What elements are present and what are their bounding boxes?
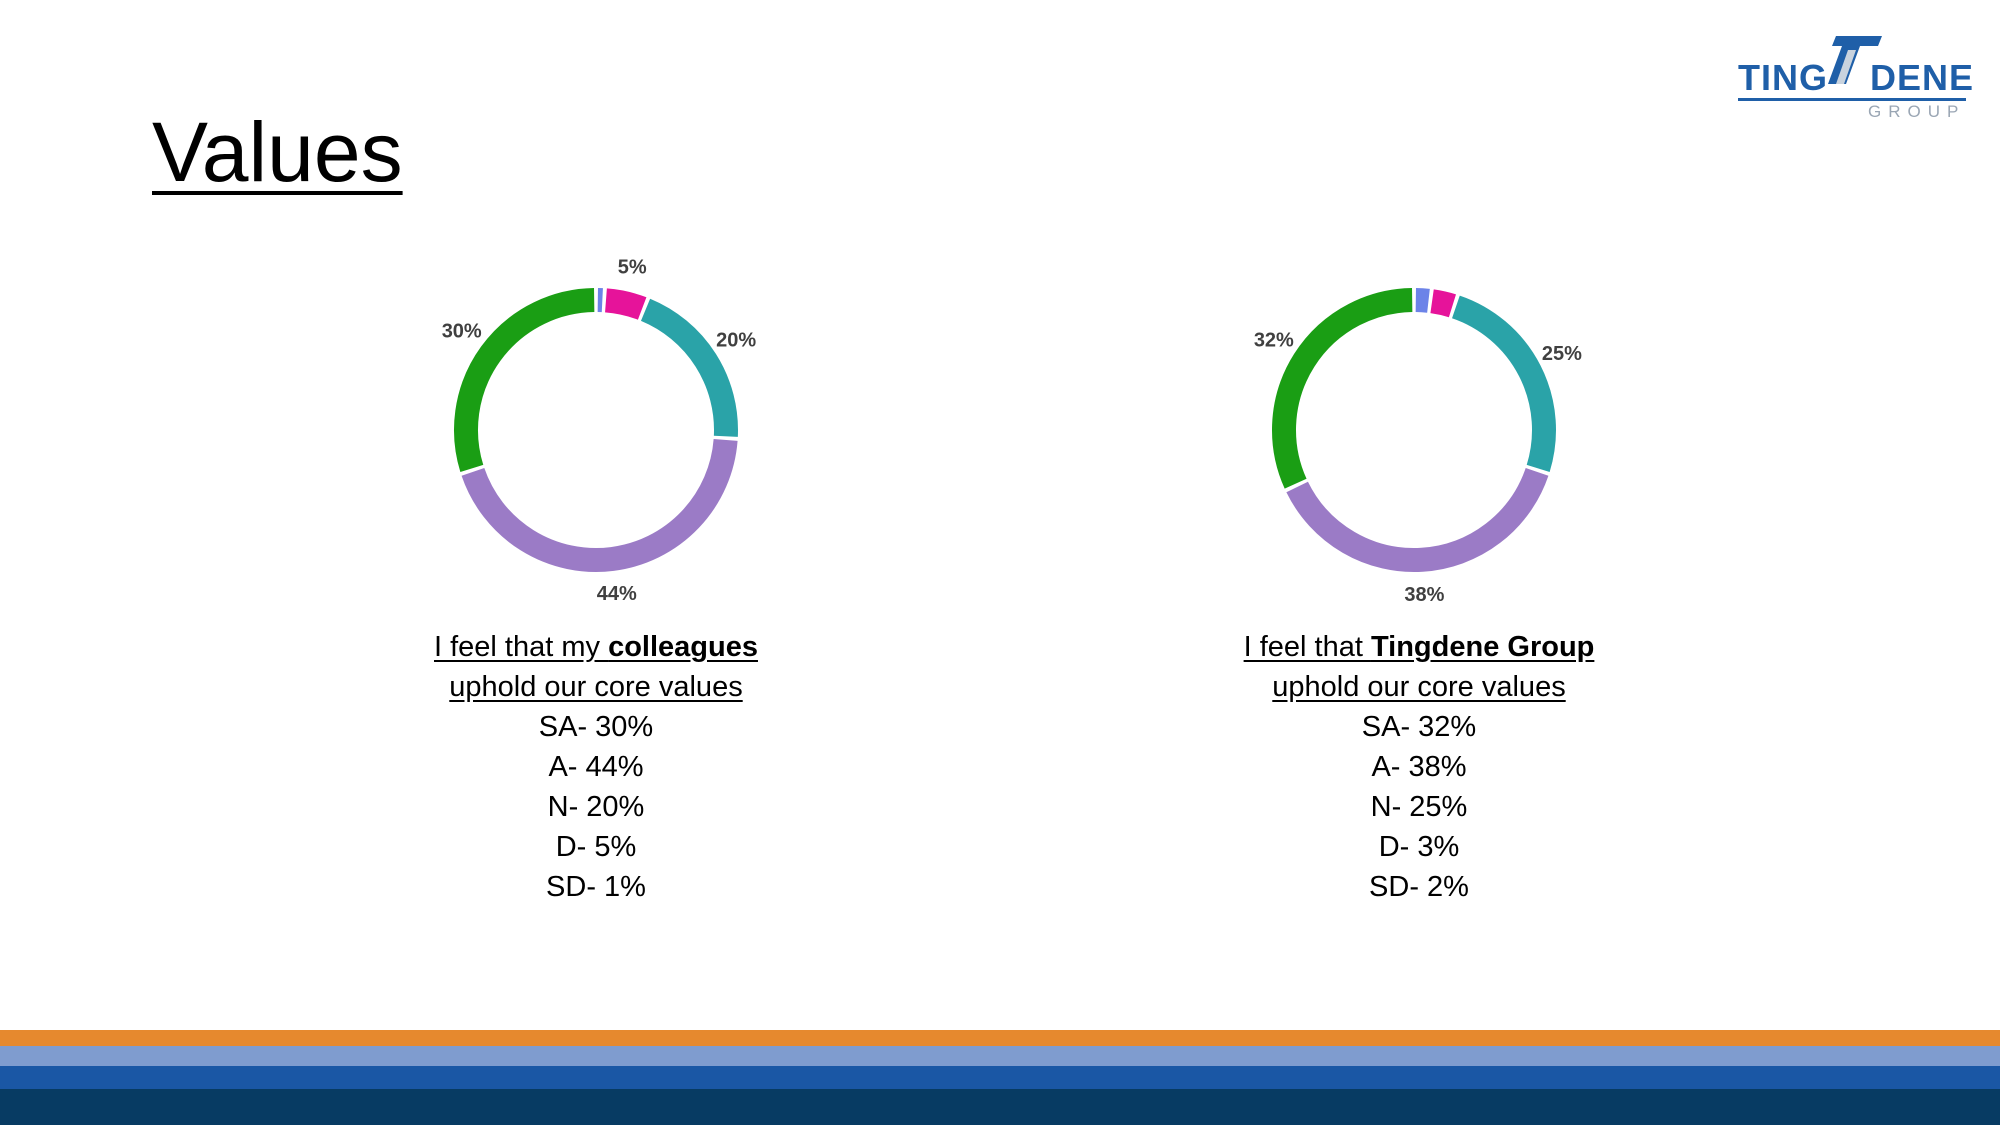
donut-segment-neutral: [640, 298, 738, 437]
slide-title: Values: [152, 105, 403, 199]
donut-chart-tingdene-group: 25% 38% 32%: [1254, 288, 1582, 606]
donut-segment-agree: [1286, 467, 1549, 572]
question-subject: colleagues: [608, 631, 758, 663]
donut-segment-strongly-disagree: [1415, 288, 1430, 313]
data-label-neutral: 25%: [1542, 343, 1582, 365]
stat-line: D- 3%: [1378, 831, 1460, 863]
stat-line: A- 44%: [548, 751, 644, 783]
logo-word-left: TING: [1738, 57, 1828, 98]
question-subject: Tingdene Group: [1370, 631, 1595, 663]
donut-segment-neutral: [1451, 295, 1556, 472]
tingdene-logo: TING DENE GROUP: [1738, 36, 1973, 122]
stat-line: A- 38%: [1371, 751, 1467, 783]
question-text: I feel that my colleagues: [336, 627, 856, 667]
data-label-neutral: 20%: [716, 329, 756, 351]
question-line-2: uphold our core values: [449, 671, 743, 703]
footer-stripe-orange: [0, 1030, 2000, 1046]
donut-chart-colleagues: 5% 20% 44% 30%: [442, 256, 757, 605]
question-prefix: I feel that my: [434, 631, 609, 663]
donut-segment-strongly-agree: [454, 288, 595, 472]
data-label-disagree: 5%: [618, 256, 647, 278]
caption-colleagues: I feel that my colleagues uphold our cor…: [336, 627, 856, 907]
stat-line: D- 5%: [555, 831, 637, 863]
question-prefix: I feel that: [1243, 631, 1371, 663]
donut-segment-disagree: [1430, 289, 1456, 318]
data-label-strongly-agree: 32%: [1254, 329, 1294, 351]
stat-line: SA- 32%: [1361, 711, 1477, 743]
caption-tingdene-group: I feel that Tingdene Group uphold our co…: [1159, 627, 1679, 907]
data-label-agree: 38%: [1404, 584, 1444, 606]
stat-line: N- 25%: [1370, 791, 1468, 823]
footer-stripe-light-blue: [0, 1046, 2000, 1066]
data-label-strongly-agree: 30%: [442, 321, 482, 343]
stat-line: N- 20%: [547, 791, 645, 823]
donut-segment-disagree: [604, 288, 647, 320]
donut-segment-strongly-agree: [1272, 288, 1413, 489]
data-label-agree: 44%: [597, 583, 637, 605]
logo-subtitle: GROUP: [1868, 102, 1966, 121]
logo-word-right: DENE: [1870, 57, 1975, 98]
question-text: I feel that Tingdene Group: [1159, 627, 1679, 667]
logo-underline: [1738, 98, 1966, 101]
logo-seven-mark-icon: [1828, 36, 1882, 84]
stat-line: SD- 1%: [546, 871, 646, 903]
donut-segment-agree: [461, 438, 738, 572]
stat-line: SA- 30%: [538, 711, 654, 743]
question-line-2: uphold our core values: [1272, 671, 1566, 703]
stat-line: SD- 2%: [1369, 871, 1469, 903]
footer-stripe-blue: [0, 1066, 2000, 1089]
footer-stripe-navy: [0, 1089, 2000, 1125]
